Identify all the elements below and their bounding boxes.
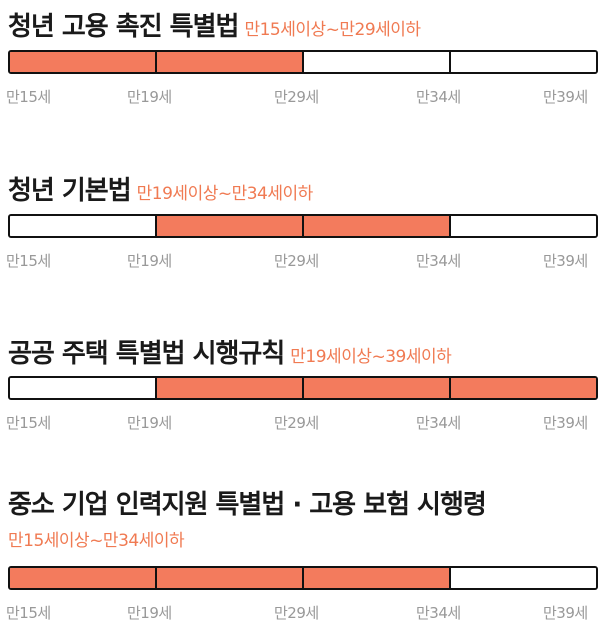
age-tick-labels: 만15세 만19세 만29세 만34세 만39세 [0, 602, 615, 622]
age-range-bar [8, 214, 598, 238]
section-title-line: 청년 고용 촉진 특별법 만15세이상~만29세이하 [8, 6, 421, 43]
age-range-label: 만15세이상~만34세이하 [8, 531, 185, 551]
bar-segment-19-29 [157, 378, 304, 398]
bar-segment-34-39 [451, 568, 596, 588]
age-range-label: 만19세이상~만34세이하 [136, 184, 314, 204]
tick-label: 만19세 [127, 252, 172, 270]
tick-label: 만34세 [416, 88, 461, 106]
section-title-line: 공공 주택 특별법 시행규칙 만19세이상~39세이하 [8, 333, 452, 370]
bar-segment-19-29 [157, 216, 304, 236]
section-title-line: 중소 기업 인력지원 특별법 · 고용 보험 시행령 [8, 484, 487, 521]
tick-label: 만19세 [127, 88, 172, 106]
tick-label: 만29세 [274, 88, 319, 106]
bar-segment-19-29 [157, 52, 304, 72]
tick-label: 만34세 [416, 252, 461, 270]
tick-label: 만34세 [416, 414, 461, 432]
bar-segment-29-34 [304, 378, 451, 398]
bar-segment-34-39 [451, 378, 596, 398]
age-tick-labels: 만15세 만19세 만29세 만34세 만39세 [0, 412, 615, 432]
age-range-bar [8, 50, 598, 74]
tick-label: 만29세 [274, 414, 319, 432]
tick-label: 만39세 [543, 414, 588, 432]
tick-label: 만15세 [6, 414, 51, 432]
bar-segment-29-34 [304, 216, 451, 236]
age-range-bar [8, 566, 598, 590]
bar-segment-15-19 [10, 216, 157, 236]
tick-label: 만19세 [127, 604, 172, 622]
bar-segment-15-19 [10, 378, 157, 398]
law-name: 중소 기업 인력지원 특별법 · 고용 보험 시행령 [8, 490, 487, 520]
tick-label: 만15세 [6, 604, 51, 622]
tick-label: 만15세 [6, 88, 51, 106]
age-range-label: 만19세이상~39세이하 [290, 347, 452, 367]
bar-segment-15-19 [10, 52, 157, 72]
tick-label: 만34세 [416, 604, 461, 622]
bar-segment-19-29 [157, 568, 304, 588]
tick-label: 만39세 [543, 604, 588, 622]
tick-label: 만15세 [6, 252, 51, 270]
bar-segment-29-34 [304, 568, 451, 588]
law-name: 공공 주택 특별법 시행규칙 [8, 339, 285, 369]
law-name: 청년 기본법 [8, 176, 132, 206]
bar-segment-15-19 [10, 568, 157, 588]
tick-label: 만39세 [543, 252, 588, 270]
bar-segment-34-39 [451, 216, 596, 236]
age-tick-labels: 만15세 만19세 만29세 만34세 만39세 [0, 250, 615, 270]
tick-label: 만29세 [274, 252, 319, 270]
tick-label: 만29세 [274, 604, 319, 622]
age-range-label: 만15세이상~만29세이하 [244, 20, 421, 40]
age-range-bar [8, 376, 598, 400]
bar-segment-29-34 [304, 52, 451, 72]
law-name: 청년 고용 촉진 특별법 [8, 12, 239, 42]
age-tick-labels: 만15세 만19세 만29세 만34세 만39세 [0, 86, 615, 106]
section-title-line: 청년 기본법 만19세이상~만34세이하 [8, 170, 313, 207]
tick-label: 만39세 [543, 88, 588, 106]
tick-label: 만19세 [127, 414, 172, 432]
bar-segment-34-39 [451, 52, 596, 72]
